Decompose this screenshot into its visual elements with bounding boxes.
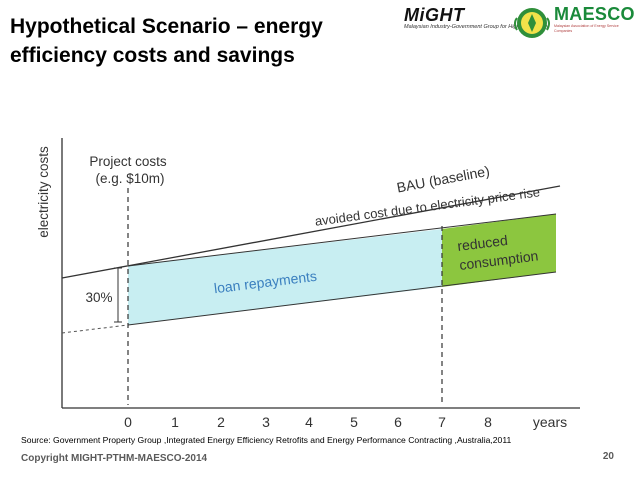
page-number: 20 [602,451,614,462]
reduced-consumption-line [127,271,557,326]
x-tick-5: 5 [350,414,358,430]
x-tick-1: 1 [171,414,179,430]
x-tick-8: 8 [484,414,492,430]
might-logo: MiGHT Malaysian Industry-Government Grou… [404,5,550,40]
x-tick-4: 4 [305,414,313,430]
loan-repayments-band [128,229,442,325]
source-citation: Source: Government Property Group ,Integ… [21,435,512,445]
y-axis-label: electricity costs [36,146,51,238]
x-tick-7: 7 [438,414,446,430]
x-tick-3: 3 [262,414,270,430]
maesco-logo-tagline: Malaysian Association of Energy Service … [554,24,619,33]
avoided-cost-line [127,213,557,267]
x-axis-ticks: 0 1 2 3 4 5 6 7 8 [124,414,492,430]
reduced-consumption-band [442,214,556,287]
bau-baseline-line [61,185,561,279]
x-tick-6: 6 [394,414,402,430]
x-tick-0: 0 [124,414,132,430]
x-axis-label: years [533,414,567,430]
x-tick-2: 2 [217,414,225,430]
pre-project-dashed-line [61,324,129,334]
maesco-logo-text: MAESCO [554,4,635,24]
copyright-notice: Copyright MIGHT-PTHM-MAESCO-2014 [21,453,208,464]
reduced-consumption-label-1: reduced [456,232,508,254]
bau-label: BAU (baseline) [395,163,490,196]
might-logo-text: MiGHT [404,5,465,25]
project-costs-example: (e.g. $10m) [95,171,164,186]
maesco-logo: MAESCO Malaysian Association of Energy S… [554,4,636,44]
government-emblem-icon [512,6,552,40]
might-logo-tagline: Malaysian Industry-Government Group for … [404,24,550,30]
percent-label: 30% [85,290,112,305]
project-costs-label: Project costs [89,154,167,169]
slide-title: Hypothetical Scenario – energy efficienc… [10,15,323,67]
